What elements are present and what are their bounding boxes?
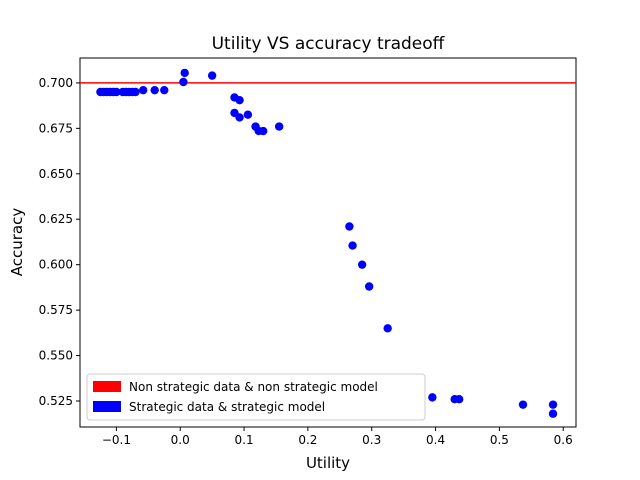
y-axis-label: Accuracy (8, 208, 26, 277)
y-tick-label: 0.675 (39, 121, 73, 135)
scatter-point (138, 85, 148, 95)
scatter-point (235, 113, 244, 122)
y-tick-label: 0.625 (39, 212, 73, 226)
y-tick-label: 0.700 (39, 76, 73, 90)
x-axis: −0.1 0.0 0.1 0.2 0.3 0.4 0.5 0.6 (102, 427, 573, 447)
x-tick-label: 0.2 (298, 433, 317, 447)
y-tick-label: 0.650 (39, 167, 73, 181)
scatter-point (348, 241, 357, 250)
y-tick-label: 0.525 (39, 394, 73, 408)
scatter-point (160, 85, 169, 95)
x-tick-label: 0.6 (554, 433, 573, 447)
y-tick-label: 0.550 (39, 349, 73, 363)
scatter-point (131, 87, 140, 97)
legend-label: Non strategic data & non strategic model (129, 380, 378, 394)
scatter-point (548, 400, 558, 409)
scatter-point (243, 110, 253, 119)
chart-title: Utility VS accuracy tradeoff (212, 34, 446, 54)
y-tick-label: 0.575 (39, 303, 73, 317)
scatter-point (518, 400, 528, 409)
scatter-point (364, 282, 374, 291)
scatter-point (383, 324, 392, 333)
x-tick-label: 0.3 (362, 433, 381, 447)
y-axis: 0.525 0.550 0.575 0.600 0.625 0.650 0.675 0.700 (39, 76, 80, 408)
scatter-point (454, 394, 464, 404)
plot-area (79, 57, 577, 428)
scatter-point (150, 85, 159, 95)
scatter-point (428, 393, 437, 402)
scatter-point (357, 260, 367, 269)
legend-label: Strategic data & strategic model (129, 400, 325, 414)
x-tick-label: −0.1 (102, 433, 131, 447)
legend-box (86, 373, 426, 421)
scatter-point (345, 222, 354, 231)
x-tick-label: 0.4 (426, 433, 445, 447)
legend-swatch (93, 381, 121, 392)
legend-swatch (93, 401, 121, 412)
legend: Non strategic data & non strategic model… (86, 373, 426, 421)
scatter-point (548, 409, 558, 418)
scatter-point (180, 68, 189, 78)
x-tick-label: 0.1 (235, 433, 254, 447)
scatter-point (274, 122, 284, 131)
scatter-points (96, 68, 558, 418)
x-tick-label: 0.0 (171, 433, 190, 447)
x-axis-label: Utility (306, 454, 350, 472)
plot-frame (79, 57, 577, 428)
scatter-point (235, 95, 244, 105)
y-tick-label: 0.600 (39, 258, 73, 272)
scatter-point (112, 87, 121, 97)
x-tick-label: 0.5 (490, 433, 509, 447)
scatter-point (179, 77, 188, 87)
scatter-point (207, 71, 217, 80)
scatter-point (259, 126, 268, 136)
